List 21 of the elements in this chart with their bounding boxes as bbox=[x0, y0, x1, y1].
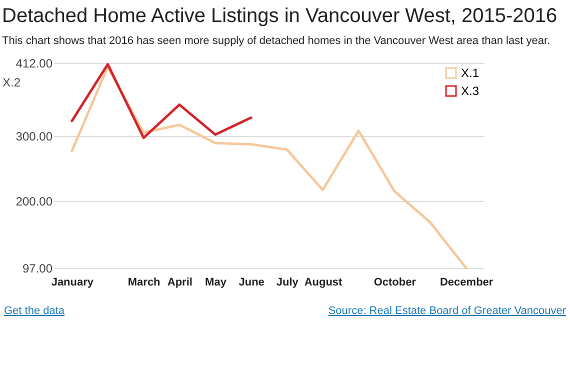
y-tick-label: 200.00 bbox=[16, 194, 53, 209]
chart-subtitle: This chart shows that 2016 has seen more supply of detached homes in the Vancouver West area than last year. bbox=[1, 34, 552, 49]
y-tick-label: 412.00 bbox=[16, 56, 53, 71]
x-tick-label: January bbox=[51, 276, 94, 289]
y-axis-title: X.2 bbox=[2, 76, 21, 90]
line-series bbox=[70, 63, 252, 140]
legend-label: X.1 bbox=[461, 66, 480, 80]
x-tick-label: December bbox=[440, 276, 494, 289]
x-tick-label: May bbox=[205, 276, 228, 289]
source-note: Source: Real Estate Board of Greater Vancouver bbox=[328, 305, 566, 318]
text: Get the data bbox=[4, 305, 65, 318]
x-tick-label: July bbox=[276, 276, 300, 289]
x-tick-label: August bbox=[304, 276, 343, 289]
y-tick-label: 300.00 bbox=[16, 130, 53, 144]
x-tick-label: April bbox=[167, 276, 192, 289]
x-tick-label: June bbox=[238, 276, 264, 289]
x-tick-label: March bbox=[128, 276, 161, 289]
x-tick-label: October bbox=[374, 276, 417, 289]
y-tick-label: 97.00 bbox=[22, 262, 53, 276]
legend-label: X.3 bbox=[461, 84, 480, 98]
chart-title: Detached Home Active Listings in Vancouver West, 2015-2016 bbox=[1, 4, 558, 28]
